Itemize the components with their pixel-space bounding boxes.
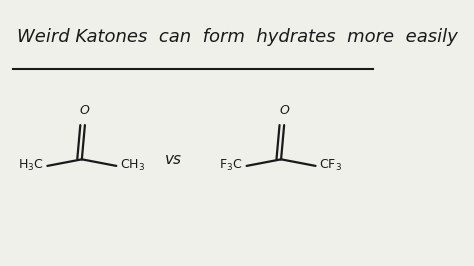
Text: O: O [279,104,289,117]
Text: vs: vs [165,152,182,167]
Text: O: O [80,104,90,117]
Text: Weird Katones  can  form  hydrates  more  easily: Weird Katones can form hydrates more eas… [17,28,457,46]
Text: $\mathrm{F_3C}$: $\mathrm{F_3C}$ [219,158,243,173]
Text: $\mathrm{CH_3}$: $\mathrm{CH_3}$ [120,158,146,173]
Text: $\mathrm{H_3C}$: $\mathrm{H_3C}$ [18,158,44,173]
Text: $\mathrm{CF_3}$: $\mathrm{CF_3}$ [319,158,342,173]
